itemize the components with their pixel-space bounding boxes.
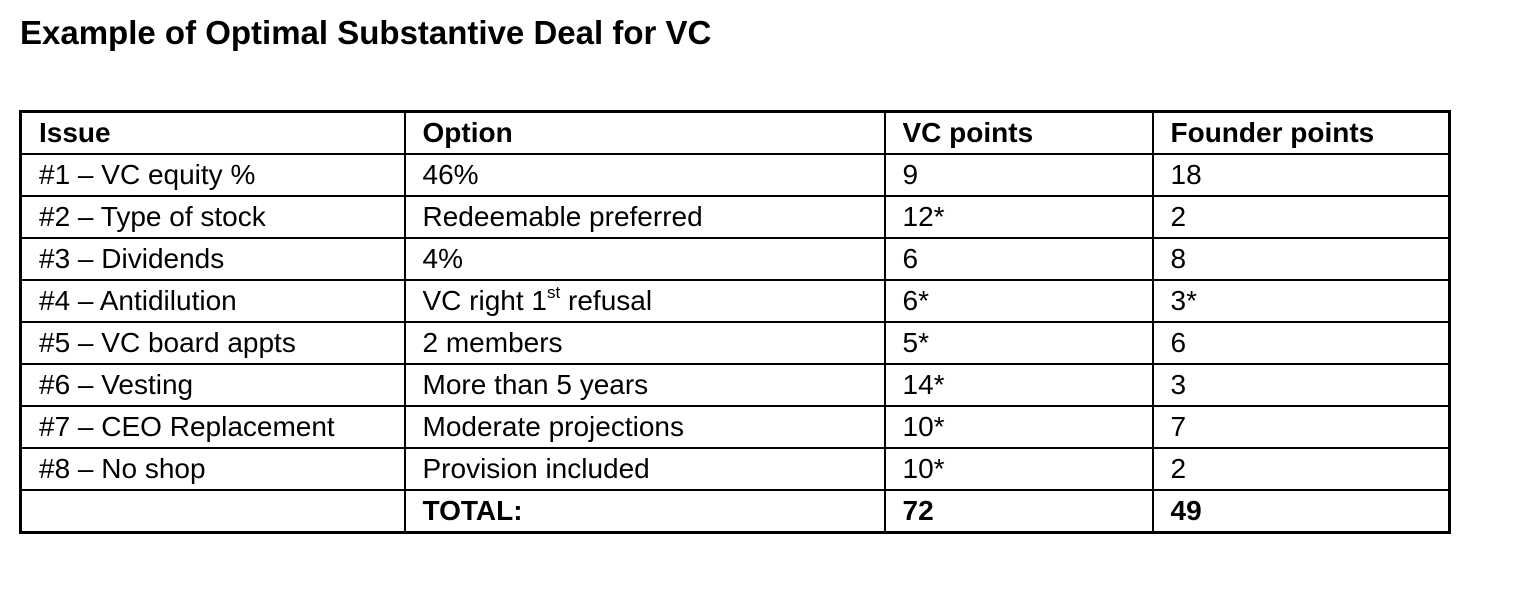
vc-points-cell: 6* bbox=[883, 279, 1154, 323]
issue-cell: #4 – Antidilution bbox=[19, 279, 406, 323]
issue-cell: #1 – VC equity % bbox=[19, 153, 406, 197]
header-founder-points: Founder points bbox=[1151, 110, 1451, 155]
vc-points-cell: 10* bbox=[883, 447, 1154, 491]
issue-cell: #3 – Dividends bbox=[19, 237, 406, 281]
header-issue: Issue bbox=[19, 110, 406, 155]
document-title: Example of Optimal Substantive Deal for … bbox=[20, 14, 712, 51]
header-option: Option bbox=[403, 110, 886, 155]
issue-cell: #5 – VC board appts bbox=[19, 321, 406, 365]
total-vc-points: 72 bbox=[883, 489, 1154, 534]
founder-points-cell: 7 bbox=[1151, 405, 1451, 449]
founder-points-cell: 2 bbox=[1151, 195, 1451, 239]
vc-points-cell: 14* bbox=[883, 363, 1154, 407]
total-row: TOTAL: 72 49 bbox=[19, 489, 1451, 534]
total-label: TOTAL: bbox=[403, 489, 886, 534]
issue-cell: #6 – Vesting bbox=[19, 363, 406, 407]
table-row: #6 – Vesting More than 5 years 14* 3 bbox=[19, 363, 1451, 407]
option-cell: Moderate projections bbox=[403, 405, 886, 449]
table-row: #1 – VC equity % 46% 9 18 bbox=[19, 153, 1451, 197]
table-row: #5 – VC board appts 2 members 5* 6 bbox=[19, 321, 1451, 365]
option-cell: More than 5 years bbox=[403, 363, 886, 407]
founder-points-cell: 8 bbox=[1151, 237, 1451, 281]
founder-points-cell: 2 bbox=[1151, 447, 1451, 491]
option-cell: 2 members bbox=[403, 321, 886, 365]
table-row: #2 – Type of stock Redeemable preferred … bbox=[19, 195, 1451, 239]
issue-cell: #2 – Type of stock bbox=[19, 195, 406, 239]
table-row: #7 – CEO Replacement Moderate projection… bbox=[19, 405, 1451, 449]
deal-table: Issue Option VC points Founder points #1… bbox=[19, 110, 1451, 534]
table-header-row: Issue Option VC points Founder points bbox=[19, 110, 1451, 155]
issue-cell: #7 – CEO Replacement bbox=[19, 405, 406, 449]
vc-points-cell: 10* bbox=[883, 405, 1154, 449]
vc-points-cell: 9 bbox=[883, 153, 1154, 197]
vc-points-cell: 12* bbox=[883, 195, 1154, 239]
option-cell: 4% bbox=[403, 237, 886, 281]
option-text: VC right 1 bbox=[422, 285, 548, 316]
option-cell: VC right 1st refusal bbox=[403, 279, 886, 323]
option-cell: Provision included bbox=[403, 447, 886, 491]
founder-points-cell: 3 bbox=[1151, 363, 1451, 407]
total-issue-cell bbox=[19, 489, 406, 534]
table-row: #3 – Dividends 4% 6 8 bbox=[19, 237, 1451, 281]
total-founder-points: 49 bbox=[1151, 489, 1451, 534]
founder-points-cell: 6 bbox=[1151, 321, 1451, 365]
table-row: #4 – Antidilution VC right 1st refusal 6… bbox=[19, 279, 1451, 323]
option-cell: Redeemable preferred bbox=[403, 195, 886, 239]
ordinal-suffix: st bbox=[547, 283, 561, 302]
option-text: refusal bbox=[560, 285, 653, 316]
option-cell: 46% bbox=[403, 153, 886, 197]
founder-points-cell: 18 bbox=[1151, 153, 1451, 197]
header-vc-points: VC points bbox=[883, 110, 1154, 155]
vc-points-cell: 6 bbox=[883, 237, 1154, 281]
table-row: #8 – No shop Provision included 10* 2 bbox=[19, 447, 1451, 491]
issue-cell: #8 – No shop bbox=[19, 447, 406, 491]
founder-points-cell: 3* bbox=[1151, 279, 1451, 323]
vc-points-cell: 5* bbox=[883, 321, 1154, 365]
